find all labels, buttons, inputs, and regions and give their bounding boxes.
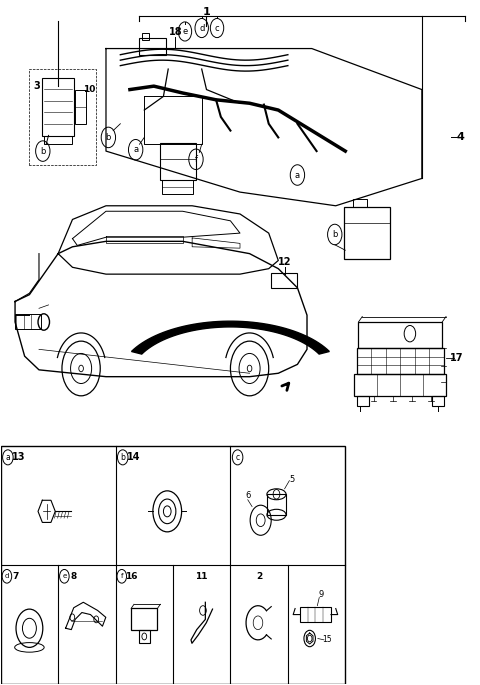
Bar bbox=[162, 180, 193, 194]
Text: a: a bbox=[295, 171, 300, 179]
Text: 4: 4 bbox=[456, 132, 464, 142]
Bar bbox=[15, 314, 41, 329]
Text: 15: 15 bbox=[323, 636, 332, 645]
Bar bbox=[160, 142, 196, 180]
Text: 17: 17 bbox=[450, 353, 463, 362]
Text: 16: 16 bbox=[125, 572, 137, 581]
Bar bbox=[44, 136, 72, 144]
Text: 8: 8 bbox=[70, 572, 77, 581]
Bar bbox=[271, 273, 298, 288]
Text: 2: 2 bbox=[256, 572, 262, 581]
Text: c: c bbox=[236, 453, 240, 462]
Text: b: b bbox=[106, 133, 111, 142]
Text: 18: 18 bbox=[168, 27, 182, 37]
Text: b: b bbox=[40, 147, 46, 155]
Bar bbox=[267, 495, 286, 514]
Text: d: d bbox=[199, 23, 204, 33]
Text: 10: 10 bbox=[83, 85, 95, 94]
Text: e: e bbox=[62, 573, 66, 580]
Text: b: b bbox=[120, 453, 125, 462]
Text: e: e bbox=[182, 27, 188, 36]
Bar bbox=[75, 90, 86, 124]
Text: b: b bbox=[332, 230, 337, 239]
Bar bbox=[357, 348, 444, 374]
Bar bbox=[357, 396, 369, 406]
Text: d: d bbox=[5, 573, 9, 580]
Text: 13: 13 bbox=[12, 452, 25, 462]
Bar bbox=[354, 374, 446, 396]
Text: c: c bbox=[215, 23, 219, 33]
Text: 11: 11 bbox=[195, 572, 208, 581]
Bar bbox=[0, 447, 345, 684]
Ellipse shape bbox=[267, 489, 286, 500]
Polygon shape bbox=[132, 321, 329, 354]
Bar bbox=[142, 33, 149, 40]
Text: 1: 1 bbox=[203, 7, 210, 16]
Text: 5: 5 bbox=[289, 475, 295, 484]
Text: 6: 6 bbox=[245, 491, 251, 500]
Bar bbox=[300, 607, 331, 622]
Text: 3: 3 bbox=[33, 81, 40, 91]
Text: 9: 9 bbox=[319, 590, 324, 599]
Bar bbox=[131, 608, 157, 630]
Bar bbox=[139, 630, 150, 643]
Bar bbox=[432, 396, 444, 406]
Text: 14: 14 bbox=[127, 452, 141, 462]
Text: a: a bbox=[133, 145, 138, 154]
Bar bbox=[359, 322, 442, 348]
Bar bbox=[344, 208, 390, 259]
Bar bbox=[140, 38, 166, 55]
Text: f: f bbox=[194, 155, 197, 164]
Bar bbox=[353, 199, 367, 208]
Text: a: a bbox=[5, 453, 10, 462]
Text: 12: 12 bbox=[278, 257, 291, 267]
Bar bbox=[42, 77, 74, 136]
Text: 7: 7 bbox=[13, 572, 19, 581]
Text: f: f bbox=[120, 573, 123, 580]
